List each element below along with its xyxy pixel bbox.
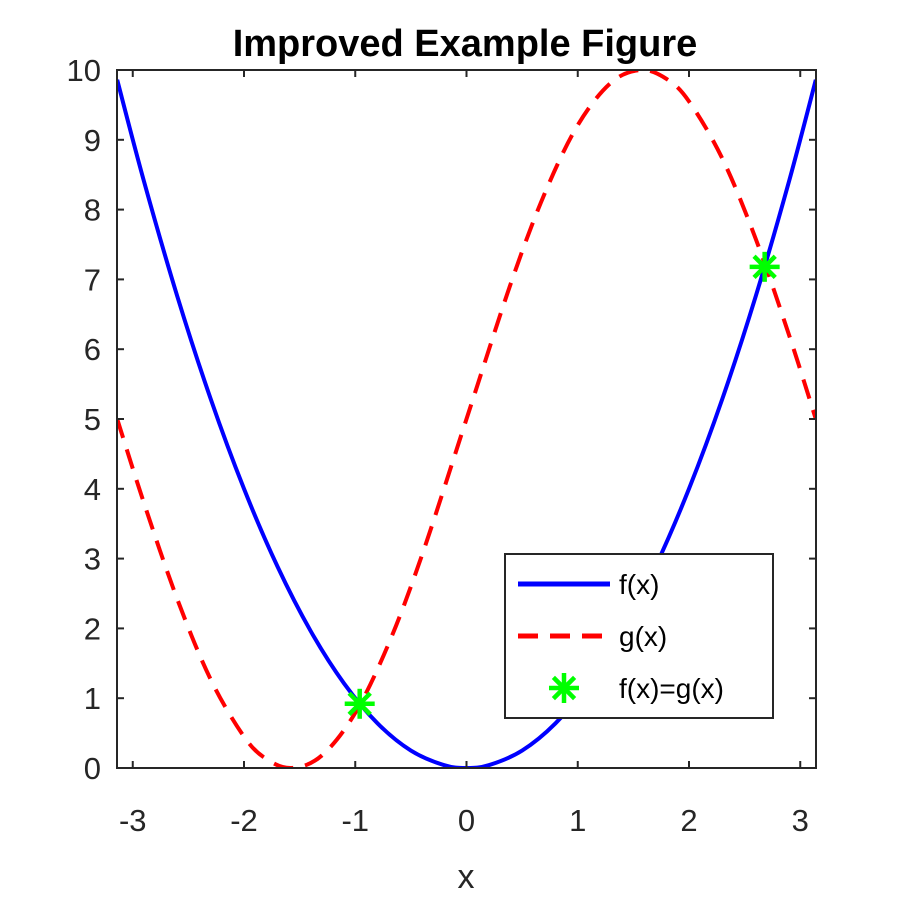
y-tick-label: 1 <box>84 681 101 716</box>
asterisk-stroke <box>551 675 577 701</box>
y-tick-label: 2 <box>84 611 101 646</box>
tick-layer: -3 -2 -1 0 1 2 3 0 1 2 3 4 5 6 7 8 9 10 <box>67 53 816 838</box>
legend-intersection-marker-icon <box>549 673 579 703</box>
x-tick-label: 3 <box>792 803 809 838</box>
y-tick-label: 4 <box>84 472 101 507</box>
y-tick-label: 8 <box>84 193 101 228</box>
x-tick-label: 0 <box>458 803 475 838</box>
x-tick-label: -3 <box>119 803 147 838</box>
y-tick-label: 7 <box>84 262 101 297</box>
x-tick-label: -1 <box>341 803 369 838</box>
marker-layer <box>344 251 780 719</box>
y-tick-label: 5 <box>84 402 101 437</box>
series-f-line <box>117 79 816 768</box>
legend-asterisk <box>549 673 579 703</box>
asterisk-stroke <box>752 254 777 280</box>
intersection-marker-icon <box>344 688 375 719</box>
series-g-line <box>117 70 816 768</box>
legend: f(x) g(x) f(x)=g(x) <box>504 553 774 719</box>
chart-title: Improved Example Figure <box>233 23 698 65</box>
legend-f-label: f(x) <box>619 569 659 600</box>
y-tick-label: 9 <box>84 123 101 158</box>
plot-area: -3 -2 -1 0 1 2 3 0 1 2 3 4 5 6 7 8 9 10 <box>67 53 817 838</box>
legend-box <box>504 553 774 719</box>
x-tick-label: 1 <box>569 803 586 838</box>
legend-g-label: g(x) <box>619 621 667 652</box>
asterisk-stroke <box>347 691 372 716</box>
series-layer <box>117 70 816 768</box>
y-tick-label: 10 <box>67 53 101 88</box>
legend-intersection-label: f(x)=g(x) <box>619 673 724 704</box>
x-tick-label: -2 <box>230 803 258 838</box>
intersection-marker-icon <box>749 251 780 282</box>
x-tick-label: 2 <box>680 803 697 838</box>
y-tick-label: 3 <box>84 542 101 577</box>
x-axis-label: x <box>458 858 475 896</box>
y-tick-label: 6 <box>84 332 101 367</box>
y-tick-label: 0 <box>84 751 101 786</box>
